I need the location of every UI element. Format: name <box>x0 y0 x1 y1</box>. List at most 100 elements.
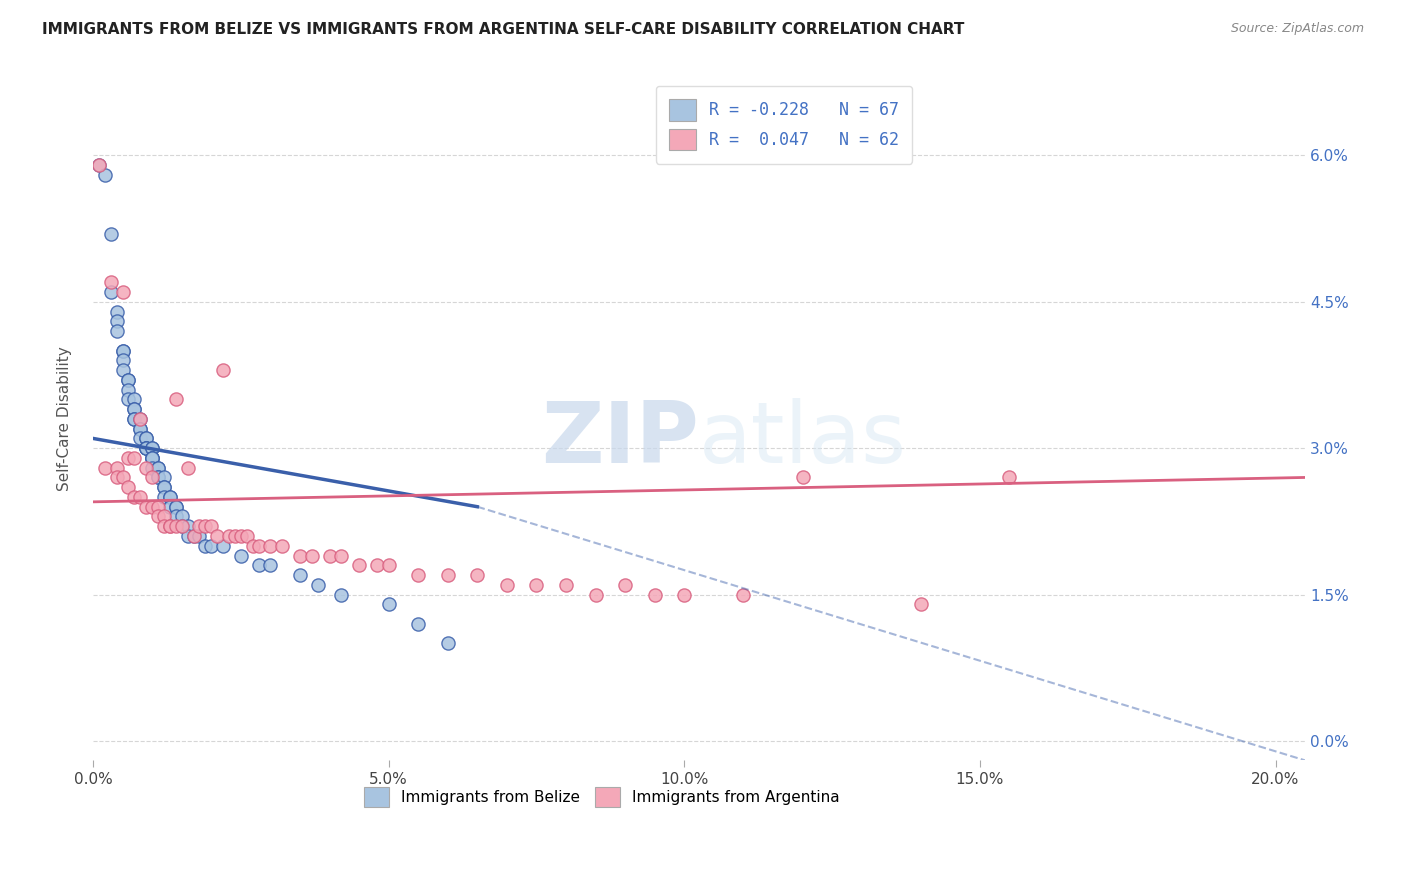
Point <box>153 480 176 494</box>
Point <box>124 490 146 504</box>
Point <box>100 227 122 241</box>
Point <box>165 519 187 533</box>
Point <box>111 363 134 377</box>
Point <box>141 450 163 465</box>
Point <box>94 460 117 475</box>
Point <box>165 392 187 407</box>
Point <box>111 343 134 358</box>
Point <box>165 509 187 524</box>
Point <box>117 392 139 407</box>
Point <box>135 441 157 455</box>
Point <box>176 460 198 475</box>
Point <box>585 588 607 602</box>
Point <box>212 539 235 553</box>
Point <box>496 578 519 592</box>
Point <box>94 168 117 182</box>
Point <box>135 441 157 455</box>
Point <box>165 500 187 514</box>
Point <box>224 529 246 543</box>
Point <box>100 285 122 299</box>
Point <box>135 441 157 455</box>
Point <box>347 558 370 573</box>
Point <box>330 588 353 602</box>
Point <box>159 490 181 504</box>
Point <box>117 450 139 465</box>
Point <box>141 460 163 475</box>
Point <box>159 519 181 533</box>
Point <box>436 636 458 650</box>
Point <box>146 460 169 475</box>
Point <box>644 588 666 602</box>
Point <box>673 588 696 602</box>
Point <box>135 432 157 446</box>
Point <box>212 363 235 377</box>
Point <box>141 441 163 455</box>
Point <box>183 529 205 543</box>
Point <box>153 519 176 533</box>
Point <box>141 470 163 484</box>
Point <box>229 529 252 543</box>
Point <box>87 158 110 172</box>
Point <box>200 539 222 553</box>
Point <box>111 285 134 299</box>
Point <box>117 480 139 494</box>
Point <box>105 314 128 328</box>
Point <box>194 519 217 533</box>
Point <box>159 500 181 514</box>
Point <box>218 529 240 543</box>
Point <box>146 500 169 514</box>
Point <box>792 470 814 484</box>
Point <box>170 509 193 524</box>
Point <box>124 402 146 417</box>
Point <box>318 549 340 563</box>
Point <box>141 450 163 465</box>
Point <box>288 568 311 582</box>
Point <box>406 616 429 631</box>
Text: atlas: atlas <box>699 398 907 481</box>
Point <box>124 412 146 426</box>
Point <box>111 353 134 368</box>
Point <box>165 500 187 514</box>
Point <box>129 412 152 426</box>
Point <box>377 597 399 611</box>
Point <box>129 432 152 446</box>
Point <box>406 568 429 582</box>
Point <box>129 490 152 504</box>
Point <box>259 558 281 573</box>
Point <box>614 578 637 592</box>
Point <box>288 549 311 563</box>
Point <box>129 422 152 436</box>
Point <box>87 158 110 172</box>
Point <box>235 529 257 543</box>
Point <box>436 568 458 582</box>
Point <box>124 392 146 407</box>
Point <box>242 539 264 553</box>
Point <box>330 549 353 563</box>
Point <box>146 509 169 524</box>
Point <box>141 441 163 455</box>
Point <box>105 460 128 475</box>
Point <box>105 470 128 484</box>
Point <box>183 529 205 543</box>
Point <box>135 432 157 446</box>
Point <box>170 519 193 533</box>
Point <box>153 480 176 494</box>
Point <box>100 276 122 290</box>
Point <box>307 578 329 592</box>
Point <box>526 578 548 592</box>
Point <box>465 568 488 582</box>
Point <box>170 519 193 533</box>
Point <box>146 470 169 484</box>
Point <box>733 588 755 602</box>
Point <box>910 597 932 611</box>
Point <box>124 450 146 465</box>
Point <box>117 373 139 387</box>
Text: IMMIGRANTS FROM BELIZE VS IMMIGRANTS FROM ARGENTINA SELF-CARE DISABILITY CORRELA: IMMIGRANTS FROM BELIZE VS IMMIGRANTS FRO… <box>42 22 965 37</box>
Point <box>124 412 146 426</box>
Point <box>366 558 388 573</box>
Point <box>146 470 169 484</box>
Y-axis label: Self-Care Disability: Self-Care Disability <box>58 346 72 491</box>
Point <box>141 450 163 465</box>
Point <box>188 519 211 533</box>
Point <box>124 402 146 417</box>
